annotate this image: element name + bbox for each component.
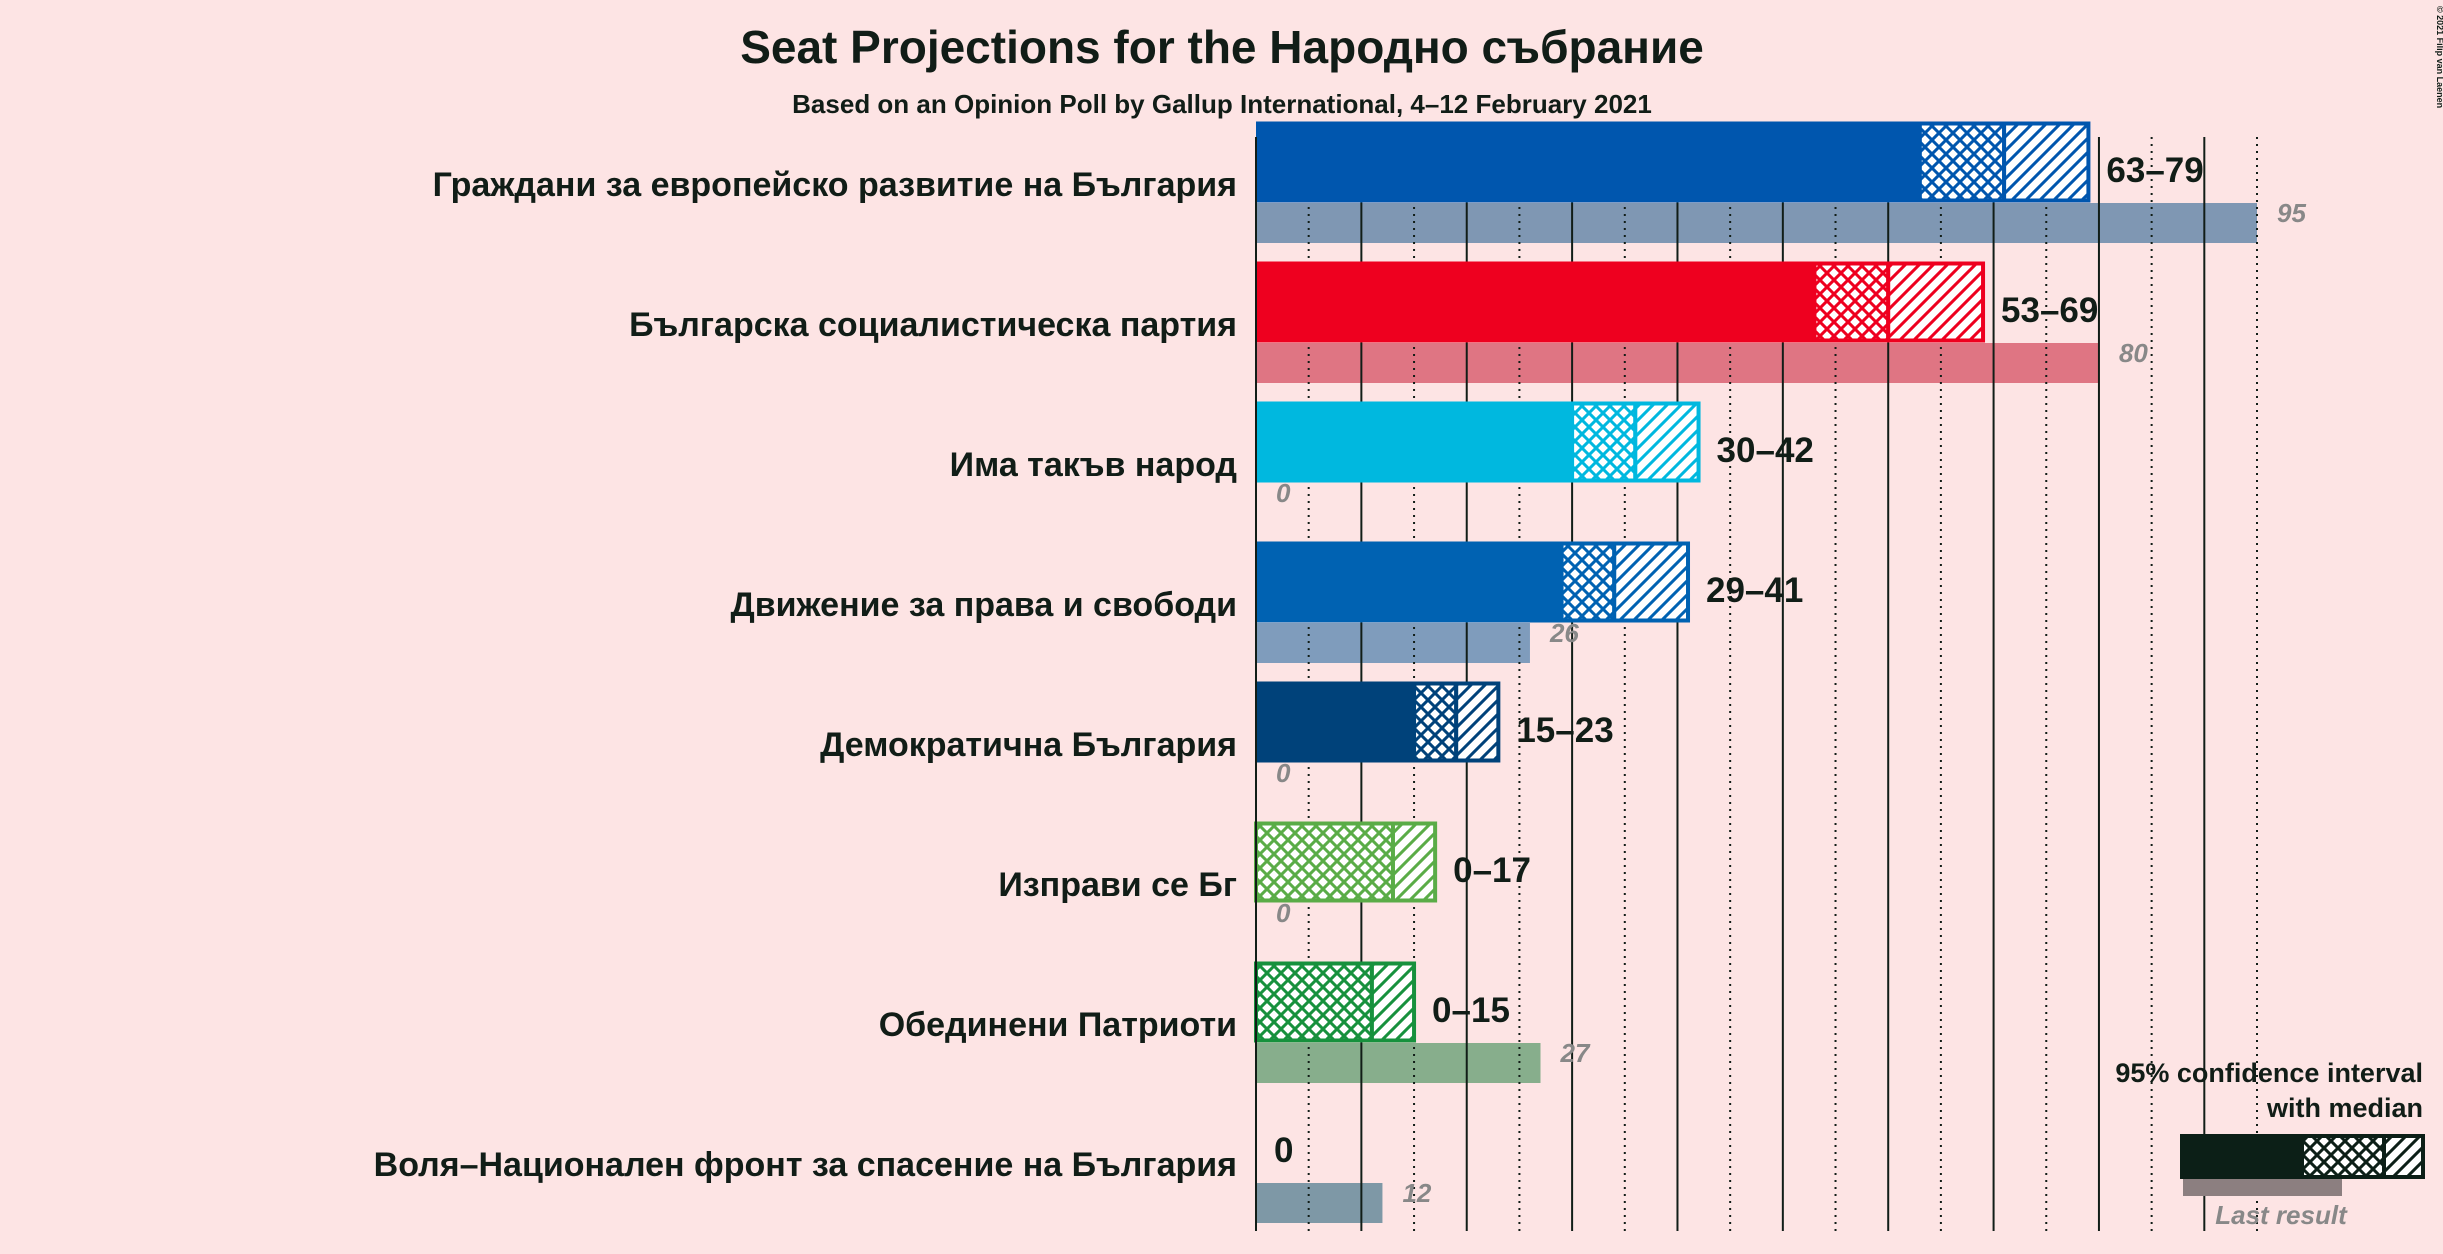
category-label: Граждани за европейско развитие на Бълга… <box>433 166 1237 204</box>
last-result-label: 12 <box>1402 1178 1431 1208</box>
range-label: 0 <box>1274 1131 1293 1170</box>
category-label: Демократична България <box>820 726 1237 764</box>
interval-low-bar <box>1256 541 1562 623</box>
interval-high-part <box>1454 681 1501 763</box>
range-label: 0–17 <box>1453 851 1531 890</box>
interval-high-part <box>1633 401 1701 483</box>
legend-title: 95% confidence interval <box>2115 1058 2423 1088</box>
category-label: Има такъв народ <box>950 446 1237 484</box>
last-result-label: 80 <box>2119 338 2148 368</box>
legend-last-swatch <box>2183 1176 2342 1196</box>
interval-median-part <box>1559 541 1617 623</box>
interval-high-part <box>1612 541 1691 623</box>
range-label: 29–41 <box>1706 571 1803 610</box>
category-label: Обединени Патриоти <box>879 1006 1237 1044</box>
interval-high-part <box>1390 821 1438 903</box>
interval-median-part <box>1570 401 1638 483</box>
last-result-bar <box>1256 1043 1541 1083</box>
range-label: 15–23 <box>1516 711 1613 750</box>
chart-subtitle: Based on an Opinion Poll by Gallup Inter… <box>792 89 1652 119</box>
last-result-bar <box>1256 203 2257 243</box>
last-result-label: 0 <box>1276 478 1291 508</box>
interval-low-bar <box>1256 681 1415 763</box>
category-label: Изправи се Бг <box>998 866 1237 904</box>
interval-median-part <box>1917 121 2007 203</box>
last-result-label: 0 <box>1276 758 1291 788</box>
last-result-label: 27 <box>1559 1038 1590 1068</box>
interval-high-part <box>1369 961 1417 1043</box>
last-result-bar <box>1256 623 1530 663</box>
legend-last-label: Last result <box>2215 1200 2348 1230</box>
chart-title: Seat Projections for the Народно събрани… <box>740 21 1704 73</box>
category-label: Българска социалистическа партия <box>629 306 1237 344</box>
interval-median-part <box>1254 821 1395 903</box>
legend-swatch <box>2180 1134 2302 1179</box>
category-label: Движение за права и свободи <box>731 586 1238 624</box>
interval-high-part <box>1886 261 1986 343</box>
legend-swatch <box>2300 1134 2386 1179</box>
interval-low-bar <box>1256 401 1573 483</box>
interval-median-part <box>1254 961 1374 1043</box>
legend-swatch <box>2382 1134 2425 1179</box>
last-result-label: 0 <box>1276 898 1291 928</box>
range-label: 53–69 <box>2001 291 2098 330</box>
range-label: 63–79 <box>2106 151 2203 190</box>
interval-low-bar <box>1256 261 1815 343</box>
last-result-label: 26 <box>1549 618 1579 648</box>
range-label: 30–42 <box>1717 431 1814 470</box>
interval-median-part <box>1812 261 1891 343</box>
interval-median-part <box>1412 681 1459 763</box>
last-result-label: 95 <box>2277 198 2306 228</box>
last-result-bar <box>1256 1183 1383 1223</box>
category-label: Воля–Национален фронт за спасение на Бъл… <box>374 1146 1237 1184</box>
legend-title: with median <box>2266 1093 2423 1123</box>
range-label: 0–15 <box>1432 991 1510 1030</box>
copyright: © 2021 Filip van Laenen <box>2435 6 2443 108</box>
interval-high-part <box>2002 121 2091 203</box>
interval-low-bar <box>1256 121 1920 203</box>
